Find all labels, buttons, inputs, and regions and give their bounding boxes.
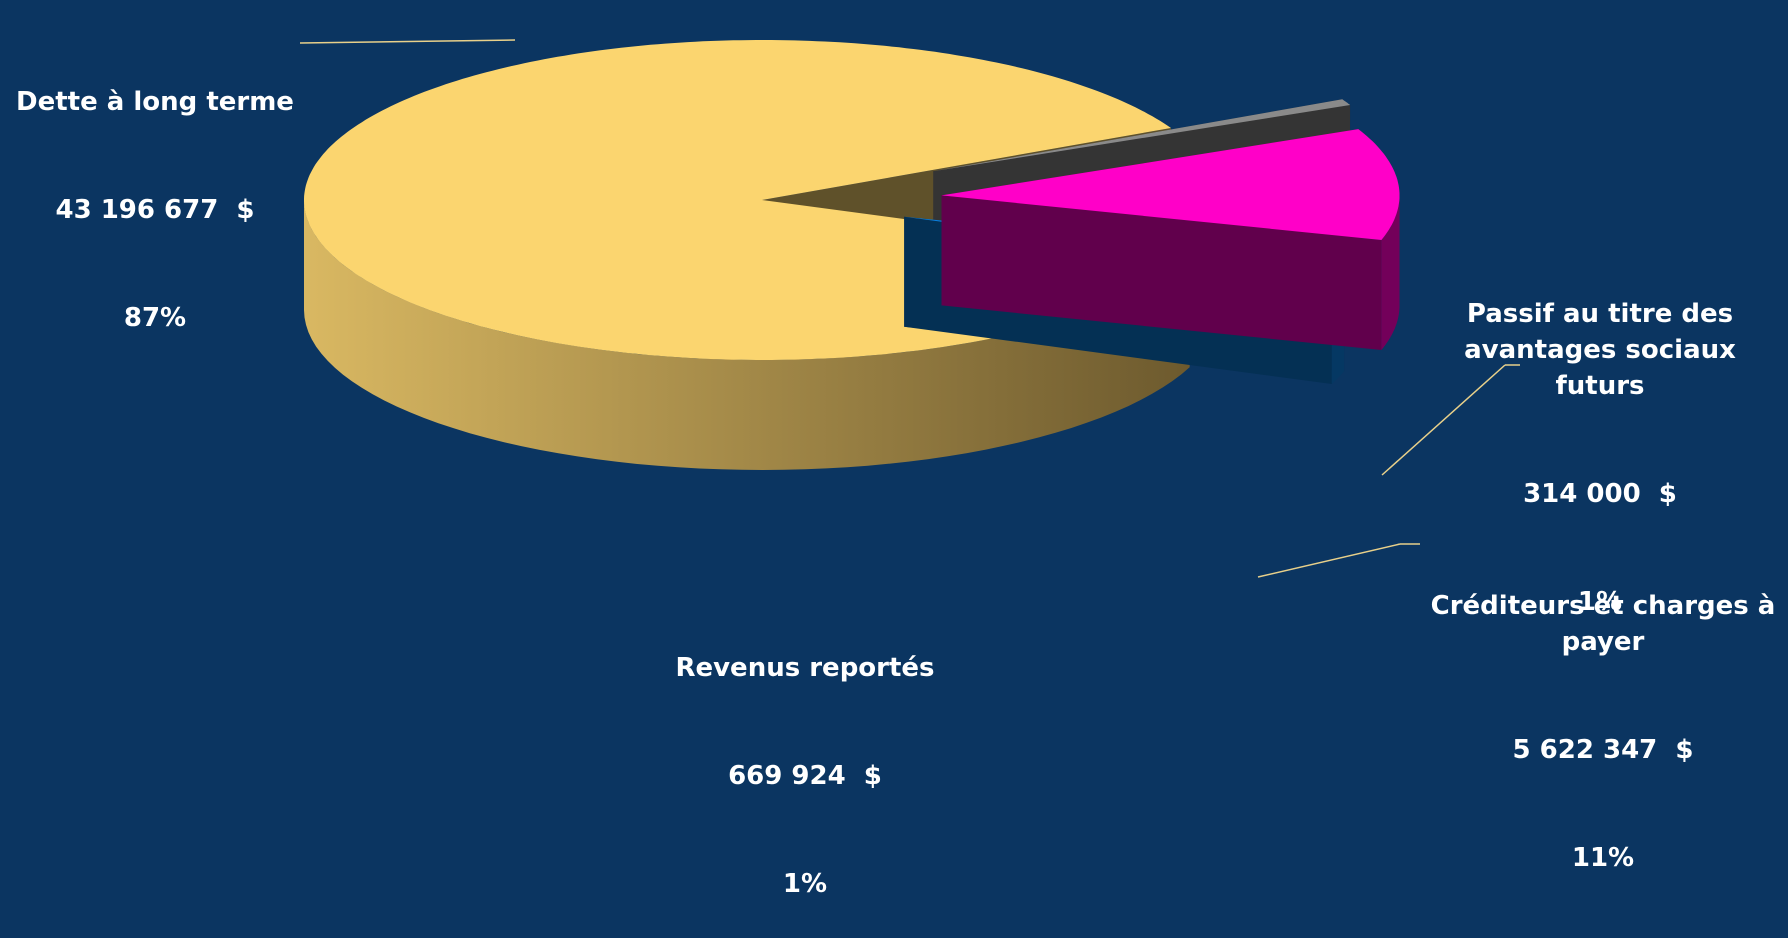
percent-label: 11% [1571, 843, 1635, 873]
category-label: Revenus reportés [675, 653, 935, 683]
percent-label: 1% [782, 869, 828, 899]
page: Dette à long terme 43 196 677 $ 87% Pass… [0, 12, 1776, 899]
percent-label: 87% [123, 303, 187, 333]
label: Revenus reportés 669 924 $ 1% [640, 578, 970, 938]
label: Passif au titre des avantages sociaux fu… [1450, 224, 1750, 656]
slice-top [941, 129, 1400, 240]
category-label: Créditeurs et charges à payer [1430, 591, 1785, 657]
value-label: 669 924 $ [728, 761, 882, 791]
value-label: 314 000 $ [1523, 479, 1677, 509]
slice-wall [1381, 195, 1400, 350]
slice-top [933, 99, 1351, 172]
slice-wall [304, 200, 1190, 470]
label: Dette à long terme 43 196 677 $ 87% [0, 12, 310, 372]
leader-line [299, 39, 516, 44]
slice-side [941, 195, 1382, 350]
slice [941, 129, 1400, 350]
value-label: 5 622 347 $ [1512, 735, 1694, 765]
leader-line [1257, 543, 1401, 578]
value-label: 43 196 677 $ [55, 195, 255, 225]
category-label: Passif au titre des avantages sociaux fu… [1464, 299, 1745, 401]
chart [299, 39, 1520, 578]
label: Créditeurs et charges à payer 5 622 347 … [1418, 516, 1788, 912]
category-label: Dette à long terme [16, 87, 294, 117]
leader-line [1381, 364, 1506, 476]
percent-label: 1% [1577, 587, 1623, 617]
